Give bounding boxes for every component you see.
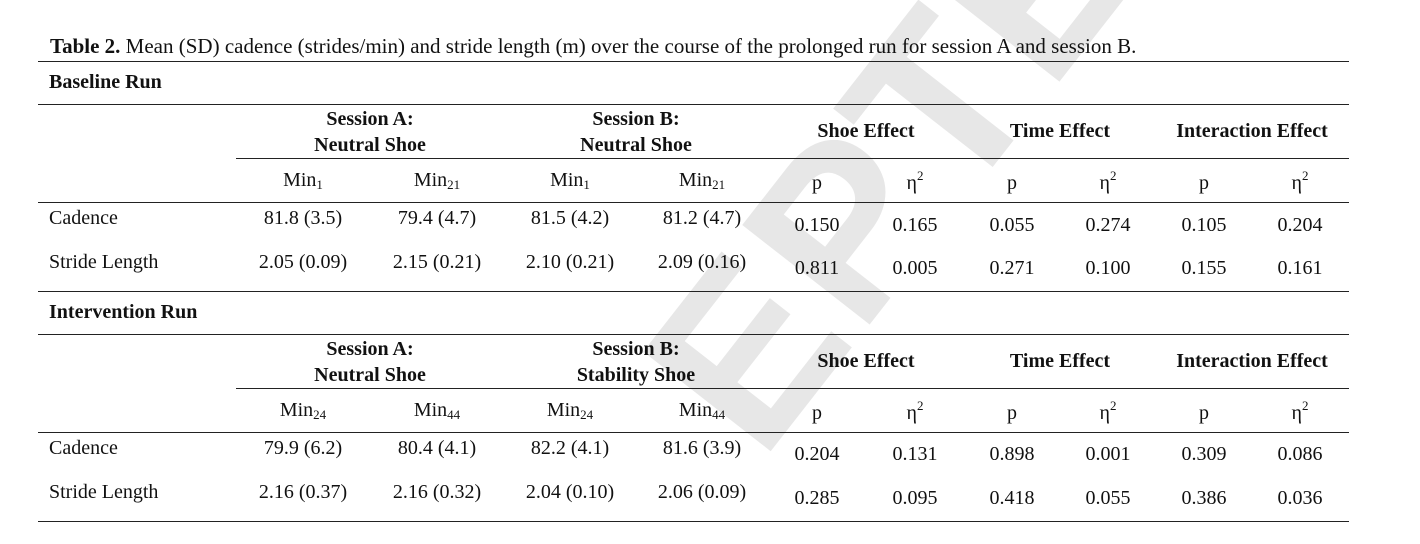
header-session-a: Session A: Neutral Shoe — [314, 338, 426, 386]
table-cell: 81.8 (3.5) — [263, 207, 343, 229]
header-rule — [236, 158, 1349, 159]
section-rule — [38, 334, 1349, 335]
table-cell: 2.06 (0.09) — [657, 481, 747, 503]
subheader-eta-shoe: η2 — [906, 398, 924, 424]
section-end-rule — [38, 291, 1349, 292]
table-cell: 0.105 — [1181, 214, 1227, 236]
subheader-min-b-second: Min44 — [678, 399, 726, 422]
subheader-rule — [38, 432, 1349, 433]
row-label-cadence: Cadence — [49, 437, 118, 459]
table-cell: 81.6 (3.9) — [662, 437, 742, 459]
table-cell: 0.285 — [794, 487, 840, 509]
table-cell: 79.4 (4.7) — [397, 207, 477, 229]
table-cell: 2.09 (0.16) — [657, 251, 747, 273]
table-cell: 2.16 (0.37) — [258, 481, 348, 503]
table-cell: 0.155 — [1181, 257, 1227, 279]
subheader-min-b-first: Min1 — [550, 169, 590, 192]
table-cell: 0.095 — [892, 487, 938, 509]
table-cell: 0.036 — [1277, 487, 1323, 509]
table-cell: 0.055 — [989, 214, 1035, 236]
table-cell: 0.150 — [794, 214, 840, 236]
section-title-baseline: Baseline Run — [49, 71, 162, 93]
row-label-stride-length: Stride Length — [49, 481, 159, 503]
subheader-eta-time: η2 — [1099, 398, 1117, 424]
header-rule — [236, 388, 1349, 389]
table-cell: 0.086 — [1277, 443, 1323, 465]
bottom-rule — [38, 521, 1349, 522]
subheader-min-a-first: Min24 — [279, 399, 327, 422]
subheader-rule — [38, 202, 1349, 203]
caption-text: Mean (SD) cadence (strides/min) and stri… — [120, 34, 1137, 58]
subheader-min-b-second: Min21 — [678, 169, 726, 192]
table-cell: 2.15 (0.21) — [392, 251, 482, 273]
subheader-min-a-first: Min1 — [283, 169, 323, 192]
table-cell: 2.05 (0.09) — [258, 251, 348, 273]
table-cell: 79.9 (6.2) — [263, 437, 343, 459]
top-rule — [38, 61, 1349, 62]
table-cell: 0.811 — [794, 257, 840, 279]
subheader-eta-shoe: η2 — [906, 168, 924, 194]
header-session-a: Session A: Neutral Shoe — [314, 108, 426, 156]
table-caption: Table 2. Mean (SD) cadence (strides/min)… — [50, 34, 1136, 59]
subheader-eta-time: η2 — [1099, 168, 1117, 194]
table-cell: 81.5 (4.2) — [530, 207, 610, 229]
caption-label: Table 2. — [50, 34, 121, 58]
subheader-eta-interaction: η2 — [1291, 168, 1309, 194]
subheader-p-time: p — [1007, 172, 1017, 194]
table-cell: 0.204 — [794, 443, 840, 465]
header-session-b: Session B: Stability Shoe — [576, 338, 696, 386]
table-cell: 0.309 — [1181, 443, 1227, 465]
header-shoe-effect: Shoe Effect — [817, 120, 915, 142]
row-label-stride-length: Stride Length — [49, 251, 159, 273]
table-cell: 82.2 (4.1) — [530, 437, 610, 459]
subheader-p-interaction: p — [1199, 402, 1209, 424]
header-time-effect: Time Effect — [1009, 120, 1111, 142]
table-cell: 2.10 (0.21) — [525, 251, 615, 273]
subheader-min-b-first: Min24 — [546, 399, 594, 422]
subheader-p-shoe: p — [812, 172, 822, 194]
subheader-min-a-second: Min21 — [413, 169, 461, 192]
table-cell: 0.055 — [1085, 487, 1131, 509]
table-cell: 0.161 — [1277, 257, 1323, 279]
header-interaction-effect: Interaction Effect — [1176, 350, 1328, 372]
table-cell: 0.204 — [1277, 214, 1323, 236]
table-cell: 80.4 (4.1) — [397, 437, 477, 459]
header-time-effect: Time Effect — [1009, 350, 1111, 372]
subheader-p-time: p — [1007, 402, 1017, 424]
table-cell: 0.274 — [1085, 214, 1131, 236]
subheader-min-a-second: Min44 — [413, 399, 461, 422]
header-interaction-effect: Interaction Effect — [1176, 120, 1328, 142]
table-cell: 0.100 — [1085, 257, 1131, 279]
subheader-eta-interaction: η2 — [1291, 398, 1309, 424]
table-cell: 2.16 (0.32) — [392, 481, 482, 503]
row-label-cadence: Cadence — [49, 207, 118, 229]
table-cell: 0.131 — [892, 443, 938, 465]
table-cell: 0.001 — [1085, 443, 1131, 465]
table-cell: 0.418 — [989, 487, 1035, 509]
table-cell: 0.271 — [989, 257, 1035, 279]
section-title-intervention: Intervention Run — [49, 301, 198, 323]
header-session-b: Session B: Neutral Shoe — [580, 108, 692, 156]
subheader-p-interaction: p — [1199, 172, 1209, 194]
subheader-p-shoe: p — [812, 402, 822, 424]
header-shoe-effect: Shoe Effect — [817, 350, 915, 372]
table-cell: 0.898 — [989, 443, 1035, 465]
section-rule — [38, 104, 1349, 105]
table-cell: 81.2 (4.7) — [662, 207, 742, 229]
table-cell: 0.165 — [892, 214, 938, 236]
table-cell: 0.386 — [1181, 487, 1227, 509]
table-cell: 0.005 — [892, 257, 938, 279]
table-cell: 2.04 (0.10) — [525, 481, 615, 503]
